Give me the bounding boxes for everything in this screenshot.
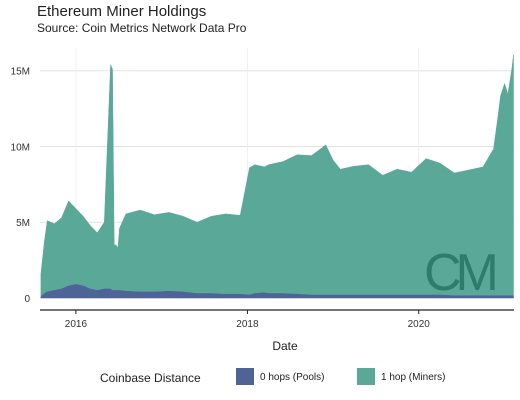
legend-label-miners: 1 hop (Miners) <box>381 372 446 383</box>
legend-swatch-miners <box>357 368 375 385</box>
legend-label-pools: 0 hops (Pools) <box>260 372 325 383</box>
x-axis-title: Date <box>272 339 298 353</box>
chart-title: Ethereum Miner Holdings <box>37 3 207 20</box>
cm-watermark-logo: CM <box>424 244 496 302</box>
legend-title: Coinbase Distance <box>100 371 201 385</box>
y-tick-label: 5M <box>16 218 30 229</box>
series-area-pools <box>40 284 514 299</box>
legend: Coinbase Distance 0 hops (Pools) 1 hop (… <box>0 368 520 390</box>
y-tick-label: 15M <box>11 67 30 78</box>
y-tick-label: 0 <box>24 294 30 305</box>
legend-swatch-pools <box>236 368 254 385</box>
x-tick-label: 2018 <box>236 319 259 330</box>
chart-subtitle: Source: Coin Metrics Network Data Pro <box>37 21 247 35</box>
x-tick-label: 2020 <box>408 319 431 330</box>
x-tick-label: 2016 <box>65 319 88 330</box>
y-tick-label: 10M <box>11 142 30 153</box>
